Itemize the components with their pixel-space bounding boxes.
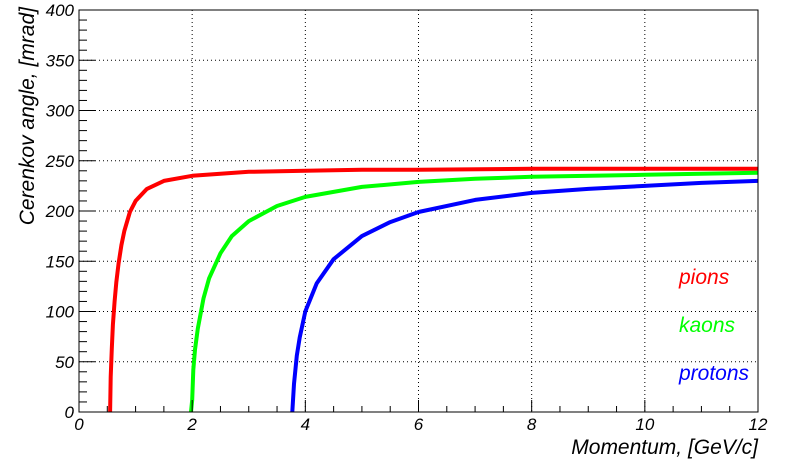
x-tick-label: 2: [186, 415, 197, 434]
x-axis-title: Momentum, [GeV/c]: [571, 436, 759, 459]
x-tick-label: 10: [635, 415, 654, 434]
x-tick-label: 12: [749, 415, 768, 434]
series-line-protons: [290, 178, 759, 413]
x-tick-label: 8: [527, 415, 537, 434]
legend-entry-kaons: kaons: [679, 314, 736, 337]
x-tick-label: 6: [414, 415, 424, 434]
series-layer: [108, 166, 759, 413]
y-tick-label: 150: [46, 252, 75, 271]
x-tick-label: 0: [74, 415, 84, 434]
series-line-pions: [108, 166, 758, 413]
y-tick-label: 100: [46, 303, 75, 322]
y-tick-label: 300: [46, 102, 75, 121]
x-tick-label: 4: [301, 415, 310, 434]
y-tick-label: 0: [65, 403, 75, 422]
tick-label-layer: 0 2 4 6 8 10 12 0 50 100 150 200 250 300 350 400: [45, 1, 768, 434]
y-tick-label: 200: [45, 202, 75, 221]
y-axis-title: Cerenkov angle, [mrad]: [16, 6, 39, 225]
y-tick-label: 350: [46, 51, 75, 70]
y-tick-label: 400: [46, 1, 75, 20]
y-tick-label: 250: [45, 152, 75, 171]
axes-layer: [78, 9, 759, 413]
series-line-kaons: [189, 170, 759, 413]
legend-layer: pions kaons protons: [678, 266, 750, 385]
legend-entry-protons: protons: [678, 362, 750, 385]
legend-entry-pions: pions: [678, 266, 730, 289]
y-tick-label: 50: [55, 353, 74, 372]
